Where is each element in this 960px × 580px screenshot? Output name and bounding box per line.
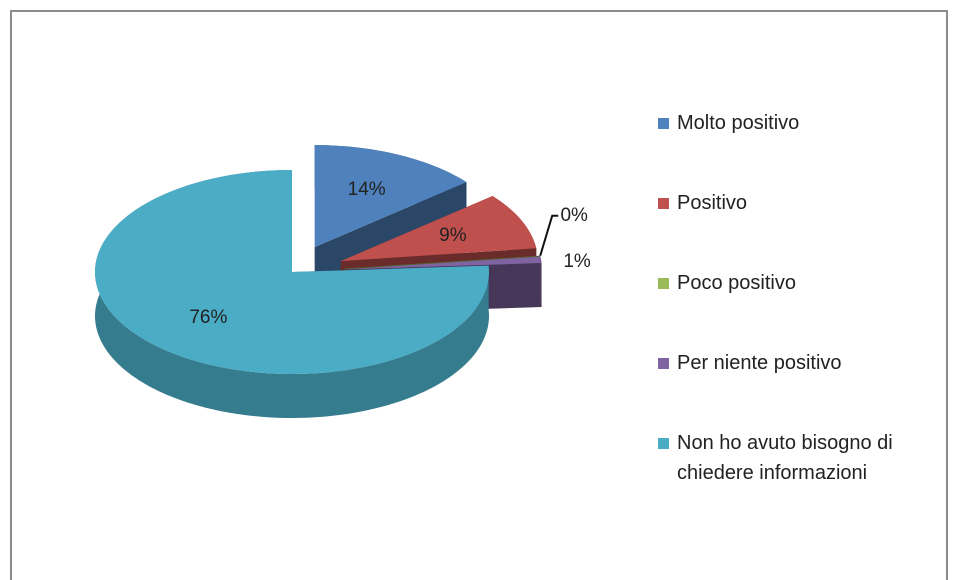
legend-label: Non ho avuto bisogno di chiedere informa… (677, 432, 893, 484)
data-label: 76% (189, 307, 227, 328)
legend-item: Non ho avuto bisogno di chiedere informa… (658, 428, 958, 508)
legend-label: Molto positivo (677, 112, 800, 134)
slice (95, 170, 489, 374)
slice-side (540, 256, 542, 308)
data-label: 14% (348, 179, 386, 200)
slice (344, 256, 542, 270)
legend-item: Poco positivo (658, 268, 958, 348)
legend-label: Poco positivo (677, 272, 796, 294)
legend-item: Molto positivo (658, 108, 958, 188)
legend-swatch (658, 118, 669, 129)
legend-swatch (658, 438, 669, 449)
data-label: 9% (439, 225, 467, 246)
slice (340, 196, 537, 262)
legend-item: Positivo (658, 188, 958, 268)
legend: Molto positivo Positivo Poco positivo Per n… (658, 108, 958, 508)
legend-swatch (658, 198, 669, 209)
data-label: 0% (560, 205, 588, 226)
chart-frame (10, 10, 948, 580)
data-label: 1% (563, 251, 591, 272)
legend-label: Per niente positivo (677, 352, 842, 374)
leader-line (539, 214, 559, 257)
slice (314, 145, 467, 248)
legend-swatch (658, 278, 669, 289)
legend-label: Positivo (677, 192, 748, 214)
legend-item: Per niente positivo (658, 348, 958, 428)
legend-swatch (658, 358, 669, 369)
